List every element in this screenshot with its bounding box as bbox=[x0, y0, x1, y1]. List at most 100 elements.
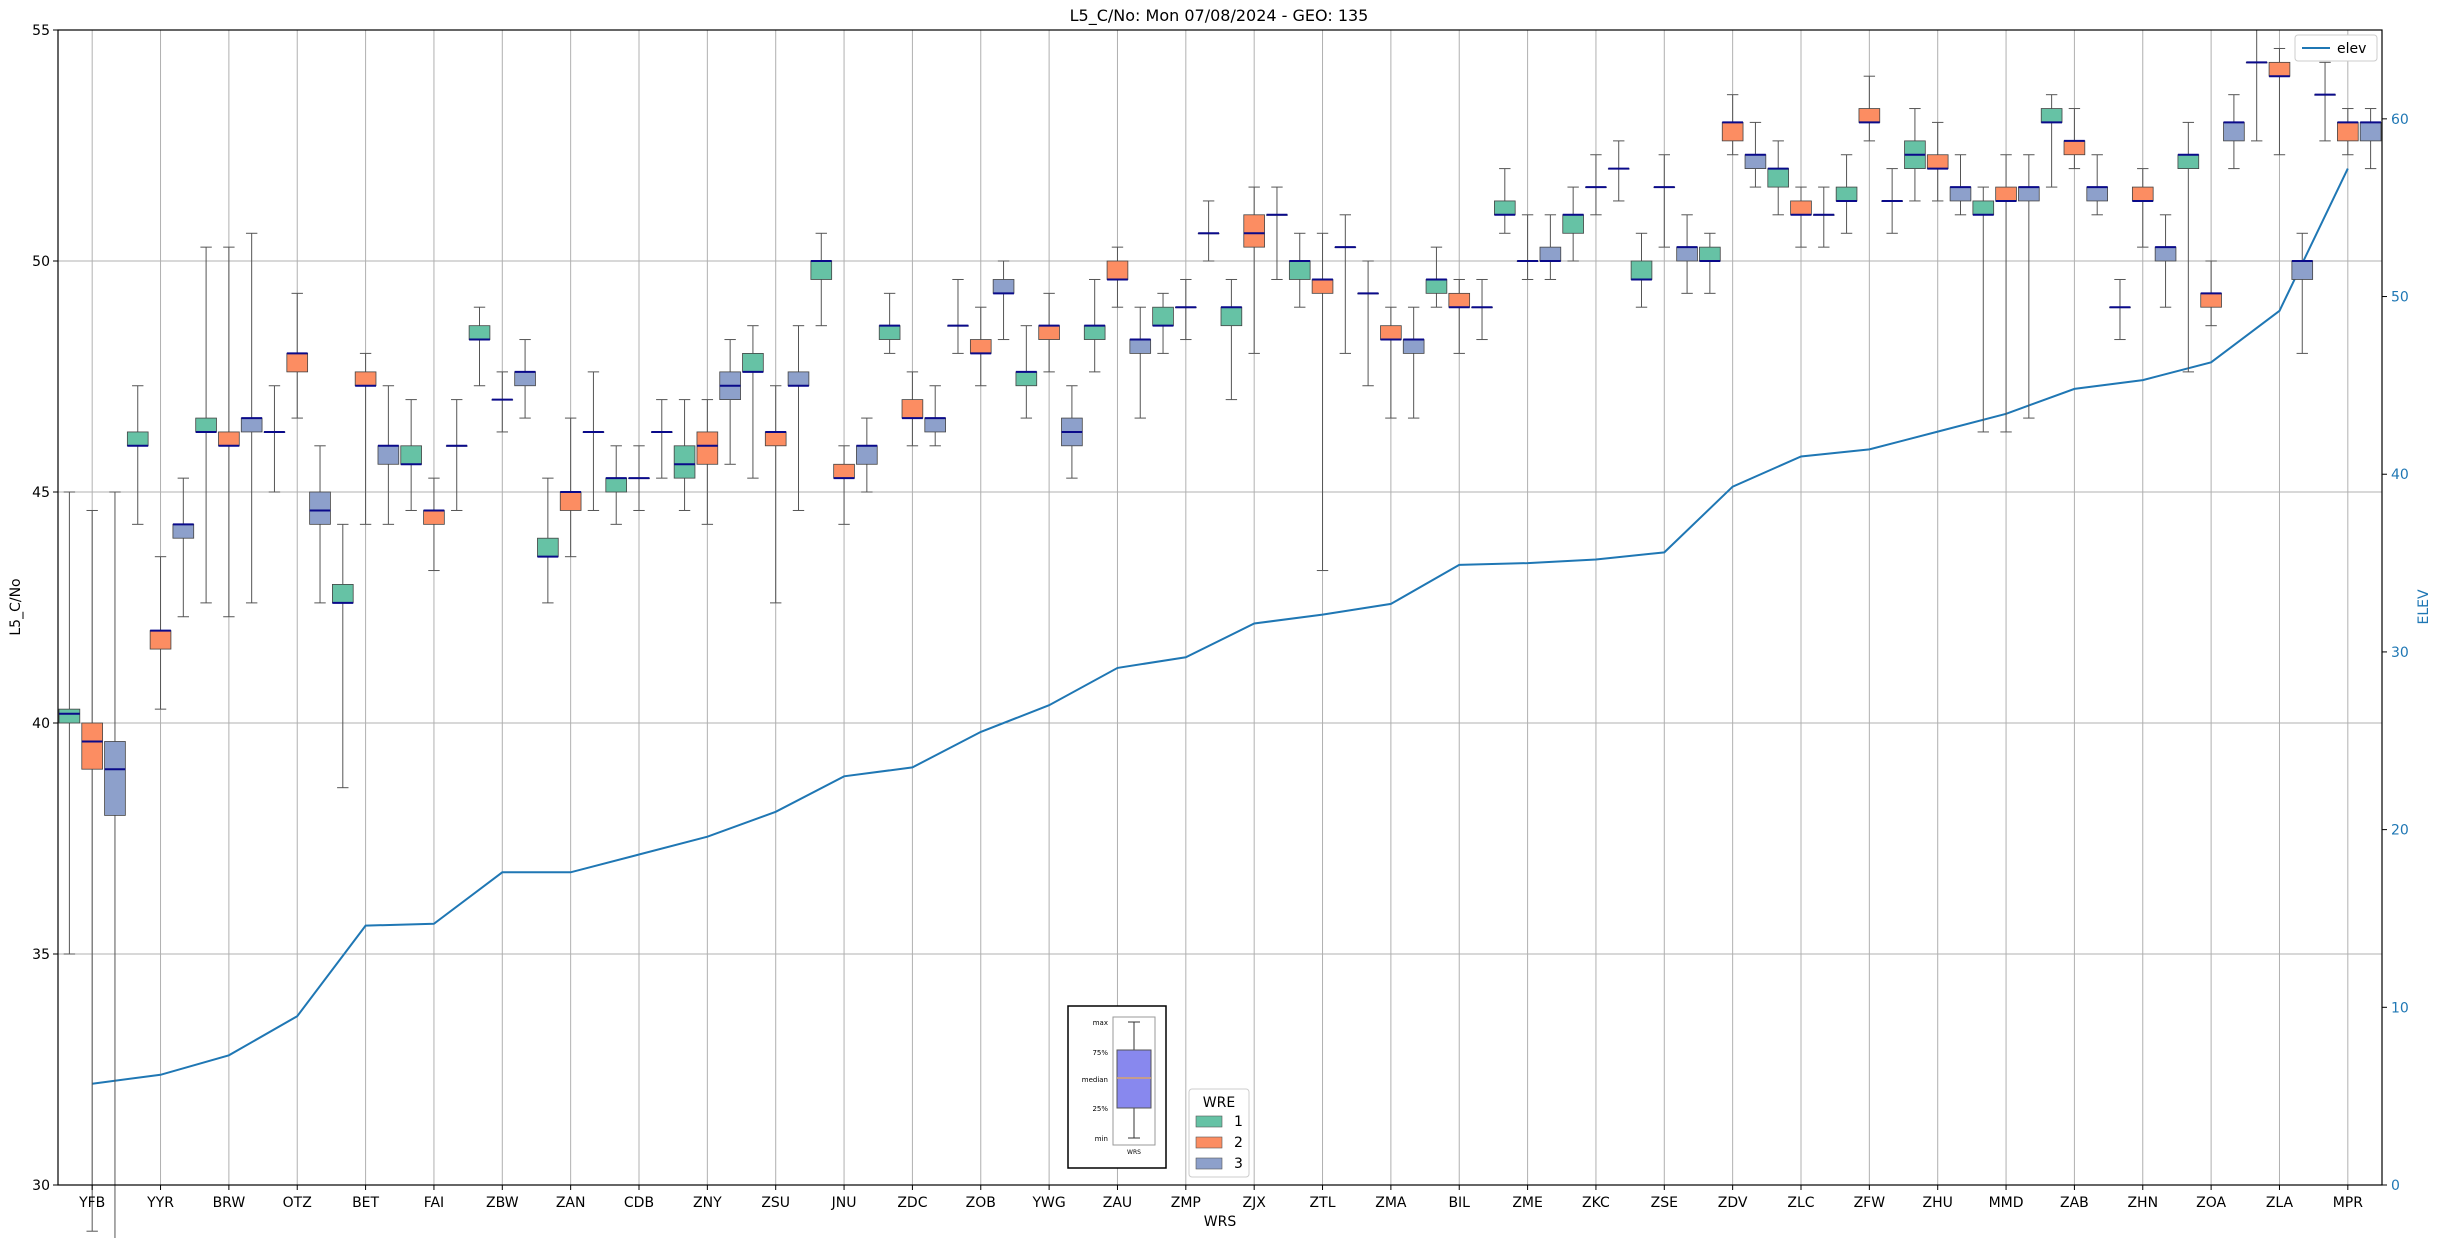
key-label-min: min bbox=[1095, 1135, 1108, 1143]
box-body bbox=[1699, 246, 1721, 262]
box-wre-1 bbox=[195, 246, 217, 604]
box-body bbox=[1494, 200, 1516, 216]
x-tick-label: CDB bbox=[624, 1195, 654, 1211]
box-wre-2 bbox=[1653, 154, 1676, 248]
box-wre-1 bbox=[1288, 232, 1311, 308]
x-tick-label: ZNY bbox=[693, 1195, 722, 1211]
x-tick-label: ZBW bbox=[486, 1195, 519, 1211]
box-body bbox=[1630, 260, 1653, 280]
plot-frame bbox=[57, 29, 2383, 1186]
box-body bbox=[742, 352, 764, 373]
box-body bbox=[2359, 122, 2382, 142]
x-tick-label: BRW bbox=[213, 1195, 246, 1211]
x-axis-label: WRS bbox=[1204, 1214, 1237, 1230]
box-wre-1 bbox=[2109, 278, 2131, 341]
x-tick-label: JNU bbox=[831, 1195, 857, 1211]
box-wre-1 bbox=[1220, 278, 1243, 401]
box-body bbox=[901, 399, 924, 419]
box-wre-2 bbox=[901, 371, 924, 447]
wre-legend-label-1: 1 bbox=[1234, 1114, 1243, 1130]
box-body bbox=[1562, 214, 1584, 234]
box-wre-3 bbox=[1197, 200, 1220, 262]
y2-tick-label: 30 bbox=[2391, 645, 2409, 661]
y2-tick-label: 20 bbox=[2391, 823, 2409, 839]
box-body bbox=[149, 630, 172, 650]
box-wre-1 bbox=[810, 232, 833, 327]
box-wre-2 bbox=[559, 417, 582, 558]
box-wre-2 bbox=[218, 246, 240, 618]
box-wre-1 bbox=[1357, 260, 1379, 387]
box-wre-2 bbox=[149, 556, 172, 710]
wre-legend-label-2: 2 bbox=[1234, 1135, 1243, 1151]
box-wre-2 bbox=[696, 399, 719, 525]
box-body bbox=[1106, 260, 1129, 280]
box-wre-2 bbox=[1175, 278, 1197, 341]
box-layer bbox=[58, 29, 2382, 1242]
box-body bbox=[468, 325, 491, 340]
box-body bbox=[2337, 122, 2359, 142]
x-tick-label: ZHU bbox=[1923, 1195, 1953, 1211]
box-wre-3 bbox=[1129, 306, 1152, 419]
box-body bbox=[104, 741, 126, 816]
box-body bbox=[218, 431, 240, 447]
x-tick-label: ZDV bbox=[1718, 1195, 1748, 1211]
box-body bbox=[2086, 186, 2108, 202]
x-tick-label: ZOA bbox=[2196, 1195, 2226, 1211]
box-wre-3 bbox=[445, 399, 468, 511]
box-body bbox=[1448, 292, 1471, 308]
box-body bbox=[1311, 279, 1334, 294]
box-body bbox=[332, 584, 354, 604]
box-wre-2 bbox=[1380, 306, 1402, 419]
elev-legend-label: elev bbox=[2337, 41, 2366, 57]
box-body bbox=[810, 260, 833, 280]
box-body bbox=[1744, 154, 1767, 170]
box-body bbox=[2131, 186, 2154, 202]
box-wre-3 bbox=[2291, 232, 2314, 354]
box-wre-1 bbox=[1494, 168, 1516, 234]
box-body bbox=[992, 279, 1015, 294]
box-wre-1 bbox=[673, 399, 696, 511]
box-wre-2 bbox=[1858, 75, 1881, 142]
wre-legend-swatch-1 bbox=[1195, 1115, 1223, 1128]
box-wre-2 bbox=[1926, 121, 1949, 202]
y2-axis-label: ELEV bbox=[2416, 589, 2432, 624]
box-body bbox=[1767, 168, 1790, 188]
box-wre-1 bbox=[58, 491, 81, 955]
box-body bbox=[309, 491, 331, 525]
box-wre-3 bbox=[582, 371, 605, 511]
box-body bbox=[377, 445, 400, 465]
box-wre-1 bbox=[1083, 278, 1106, 373]
key-label-max: max bbox=[1093, 1019, 1108, 1027]
x-tick-label: ZME bbox=[1512, 1195, 1543, 1211]
axes-layer: 30 35 40 45 50 55 0 10 20 30 40 50 60 YFB YYR BRW OTZ BET… bbox=[32, 23, 2409, 1211]
box-body bbox=[1539, 246, 1562, 262]
x-tick-label: ZSU bbox=[761, 1195, 790, 1211]
x-tick-label: ZKC bbox=[1582, 1195, 1610, 1211]
box-body bbox=[58, 708, 81, 724]
box-body bbox=[1835, 186, 1858, 202]
box-wre-1 bbox=[1015, 325, 1038, 419]
box-wre-2 bbox=[1038, 292, 1060, 373]
box-body bbox=[1425, 279, 1448, 294]
y-axis-label: L5_C/No bbox=[8, 578, 24, 635]
y-tick-label: 35 bbox=[32, 947, 50, 963]
box-body bbox=[856, 445, 878, 465]
box-wre-1 bbox=[126, 385, 149, 525]
box-wre-3 bbox=[1676, 214, 1698, 294]
box-body bbox=[2154, 246, 2177, 262]
x-tick-label: ZAN bbox=[556, 1195, 586, 1211]
box-body bbox=[969, 339, 992, 354]
box-wre-1 bbox=[400, 399, 422, 511]
y2-tick-label: 0 bbox=[2391, 1178, 2400, 1194]
y2-tick-label: 60 bbox=[2391, 112, 2409, 128]
box-wre-3 bbox=[1949, 154, 1972, 216]
box-wre-3 bbox=[924, 385, 946, 447]
box-body bbox=[1858, 108, 1881, 123]
box-wre-2 bbox=[1311, 232, 1334, 572]
box-wre-1 bbox=[1972, 186, 1995, 433]
box-wre-1 bbox=[332, 523, 354, 789]
box-wre-1 bbox=[1904, 108, 1926, 202]
box-wre-2 bbox=[1995, 154, 2017, 433]
x-tick-label: BET bbox=[352, 1195, 379, 1211]
box-wre-3 bbox=[719, 339, 741, 465]
